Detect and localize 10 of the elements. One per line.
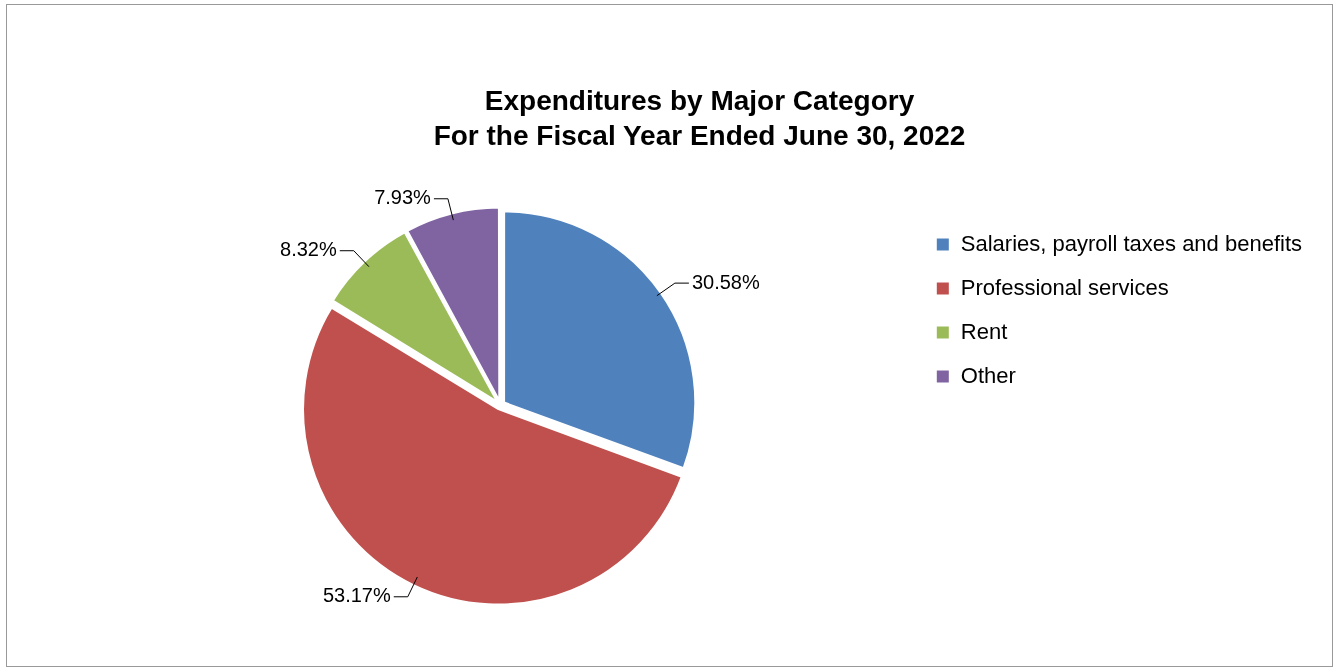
legend-label: Professional services (960, 274, 1169, 300)
chart-title: Expenditures by Major Category (484, 84, 915, 116)
data-label: 53.17% (322, 584, 391, 607)
legend-label: Salaries, payroll taxes and benefits (960, 230, 1303, 256)
data-label: 30.58% (691, 270, 760, 293)
data-label: 7.93% (374, 186, 432, 209)
data-label: 8.32% (280, 238, 337, 261)
chart-subtitle: For the Fiscal Year Ended June 30, 2022 (433, 120, 966, 152)
legend-label: Other (960, 362, 1016, 388)
legend-label: Rent (960, 318, 1008, 344)
